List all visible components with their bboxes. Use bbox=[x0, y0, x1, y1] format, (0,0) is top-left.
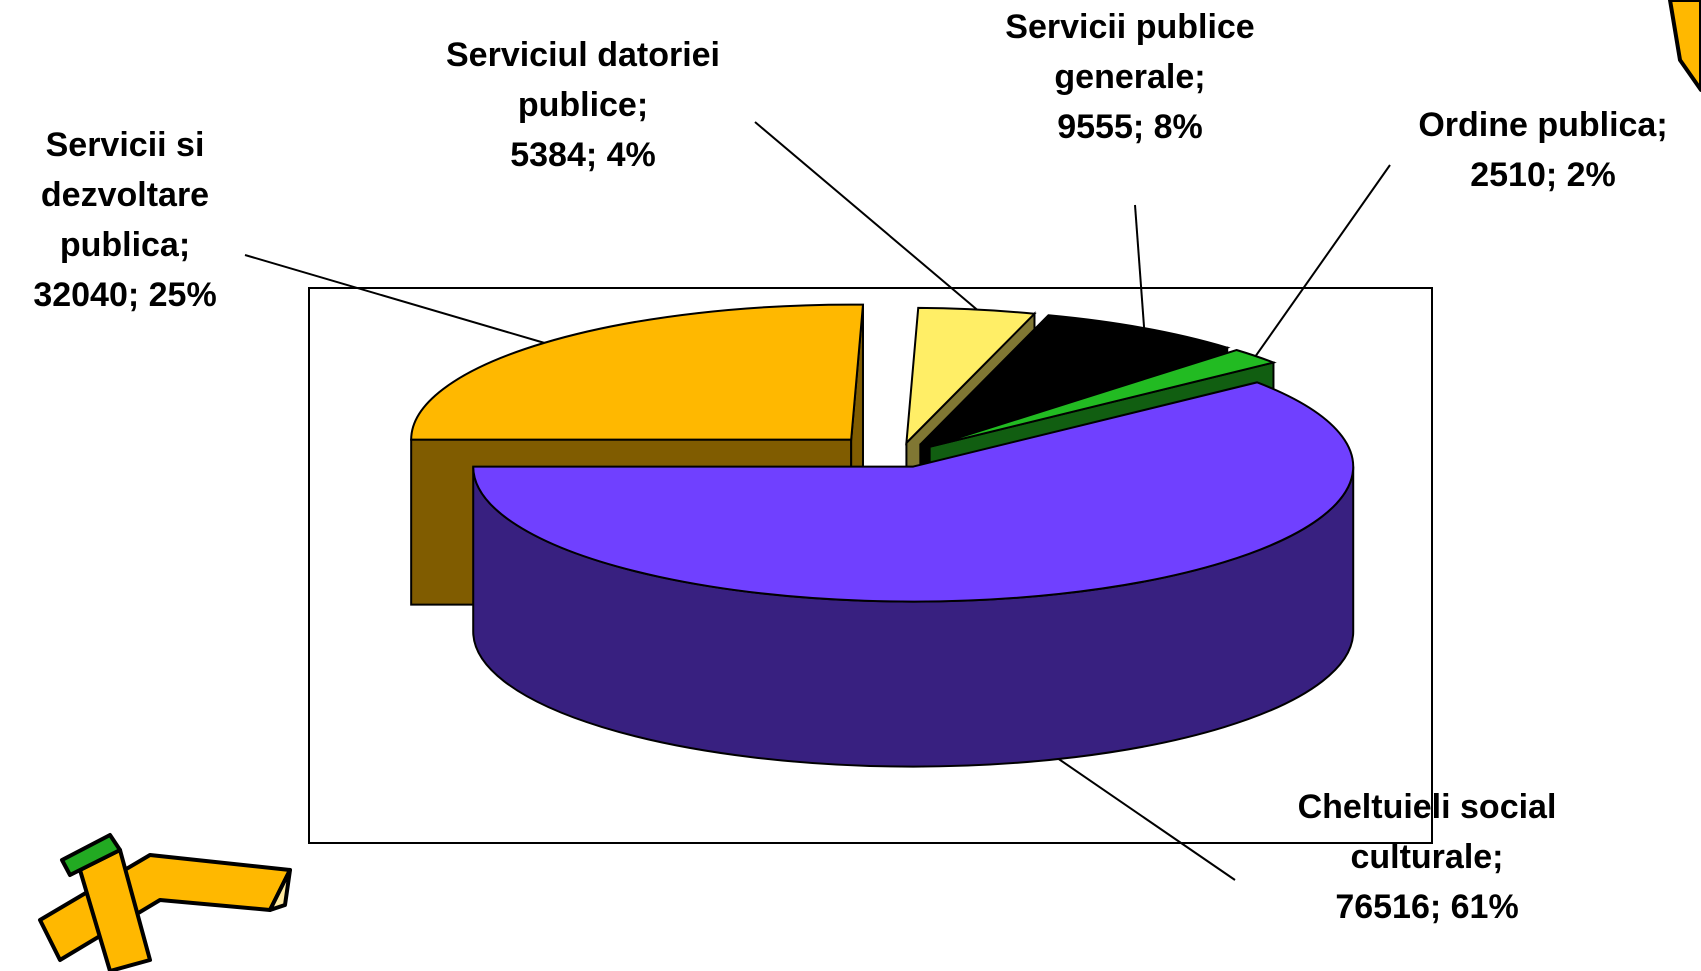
page: {"chart_data": {"type": "pie3d", "catego… bbox=[0, 0, 1701, 971]
category-label: Servicii publice generale; bbox=[970, 2, 1290, 102]
value-label: 5384; 4% bbox=[418, 130, 748, 180]
leader-line bbox=[1256, 165, 1390, 356]
data-label: Servicii publice generale;9555; 8% bbox=[970, 2, 1290, 152]
leader-line bbox=[1059, 759, 1235, 880]
value-label: 32040; 25% bbox=[0, 270, 250, 320]
category-label: Ordine publica; bbox=[1378, 100, 1701, 150]
value-label: 76516; 61% bbox=[1257, 882, 1597, 932]
value-label: 9555; 8% bbox=[970, 102, 1290, 152]
slice-top bbox=[411, 305, 863, 440]
leader-line bbox=[1135, 205, 1144, 328]
data-label: Servicii si dezvoltare publica;32040; 25… bbox=[0, 120, 250, 320]
category-label: Servicii si dezvoltare publica; bbox=[0, 120, 250, 270]
category-label: Cheltuieli social culturale; bbox=[1257, 782, 1597, 882]
pie bbox=[411, 305, 1353, 767]
leader-line bbox=[755, 122, 977, 310]
category-label: Serviciul datoriei publice; bbox=[418, 30, 748, 130]
data-label: Ordine publica;2510; 2% bbox=[1378, 100, 1701, 200]
data-label: Cheltuieli social culturale;76516; 61% bbox=[1257, 782, 1597, 932]
value-label: 2510; 2% bbox=[1378, 150, 1701, 200]
leader-line bbox=[245, 255, 544, 343]
data-label: Serviciul datoriei publice;5384; 4% bbox=[418, 30, 748, 180]
